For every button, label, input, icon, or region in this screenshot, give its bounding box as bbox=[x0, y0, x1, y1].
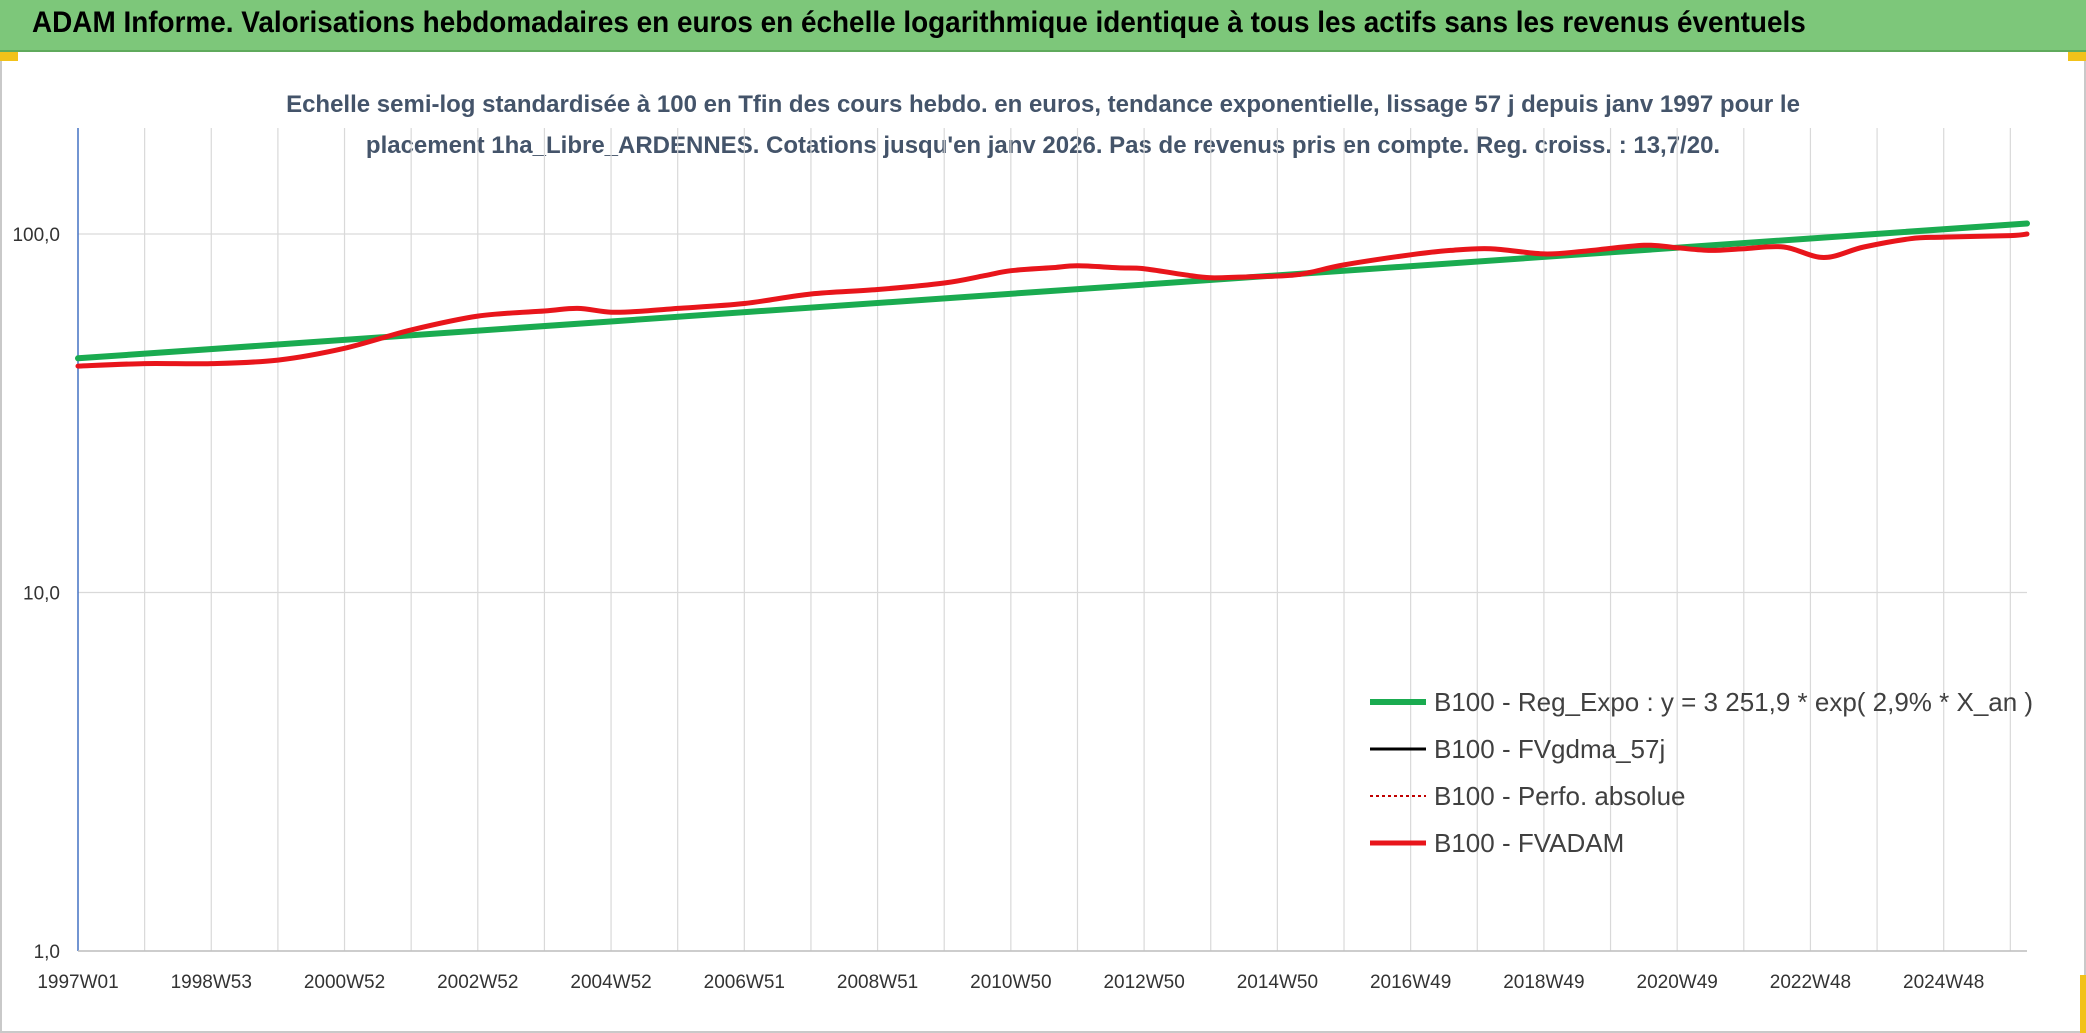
header-banner: ADAM Informe. Valorisations hebdomadaire… bbox=[0, 0, 2086, 52]
x-tick-label: 2016W49 bbox=[1370, 972, 1451, 993]
chart-frame bbox=[0, 52, 2086, 1033]
legend: B100 - Reg_Expo : y = 3 251,9 * exp( 2,9… bbox=[1370, 687, 2033, 858]
x-tick-label: 2022W48 bbox=[1770, 972, 1851, 993]
series-lines bbox=[75, 220, 2030, 369]
series-line-0 bbox=[75, 220, 2030, 362]
x-tick-label: 1998W53 bbox=[171, 972, 252, 993]
y-tick-label: 100,0 bbox=[12, 225, 60, 246]
y-tick-label: 10,0 bbox=[23, 584, 60, 605]
y-tick-label: 1,0 bbox=[34, 942, 60, 963]
x-tick-label: 2010W50 bbox=[970, 972, 1051, 993]
legend-label-3: B100 - FVADAM bbox=[1434, 828, 1624, 858]
series-line-3 bbox=[75, 231, 2030, 369]
x-tick-label: 2024W48 bbox=[1903, 972, 1984, 993]
x-tick-label: 1997W01 bbox=[37, 972, 118, 993]
x-tick-label: 2012W50 bbox=[1103, 972, 1184, 993]
x-tick-label: 2008W51 bbox=[837, 972, 918, 993]
corner-mark-top-left bbox=[0, 52, 18, 61]
legend-label-1: B100 - FVgdma_57j bbox=[1434, 734, 1665, 764]
legend-label-2: B100 - Perfo. absolue bbox=[1434, 781, 1686, 811]
x-tick-label: 2006W51 bbox=[704, 972, 785, 993]
tick-labels: 1,0 10,0 100,0 1997W01 1998W53 2000W52 2002W52… bbox=[12, 225, 1984, 993]
chart-subtitle-line-1: Echelle semi-log standardisée à 100 en T… bbox=[286, 91, 1800, 118]
legend-label-0: B100 - Reg_Expo : y = 3 251,9 * exp( 2,9… bbox=[1434, 687, 2033, 717]
x-tick-label: 2004W52 bbox=[570, 972, 651, 993]
x-tick-label: 2000W52 bbox=[304, 972, 385, 993]
chart-subtitle-line-2: placement 1ha_Libre_ARDENNES. Cotations … bbox=[366, 132, 1720, 159]
x-tick-label: 2002W52 bbox=[437, 972, 518, 993]
x-tick-label: 2014W50 bbox=[1237, 972, 1318, 993]
page-title: ADAM Informe. Valorisations hebdomadaire… bbox=[32, 6, 1806, 39]
x-tick-label: 2020W49 bbox=[1637, 972, 1718, 993]
axes bbox=[77, 128, 2027, 952]
corner-mark-bottom-right bbox=[2080, 975, 2086, 1033]
corner-mark-top-right bbox=[2068, 52, 2086, 61]
x-tick-label: 2018W49 bbox=[1503, 972, 1584, 993]
